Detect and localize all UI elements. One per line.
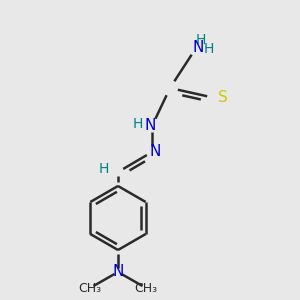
Text: N: N xyxy=(112,265,124,280)
Text: CH₃: CH₃ xyxy=(134,281,158,295)
Text: H: H xyxy=(196,33,206,47)
Text: CH₃: CH₃ xyxy=(78,281,102,295)
Text: H: H xyxy=(133,117,143,131)
Text: N: N xyxy=(192,40,204,55)
Text: S: S xyxy=(218,91,228,106)
Text: N: N xyxy=(144,118,156,134)
Text: H: H xyxy=(99,162,109,176)
Text: H: H xyxy=(204,42,214,56)
Text: N: N xyxy=(149,145,161,160)
